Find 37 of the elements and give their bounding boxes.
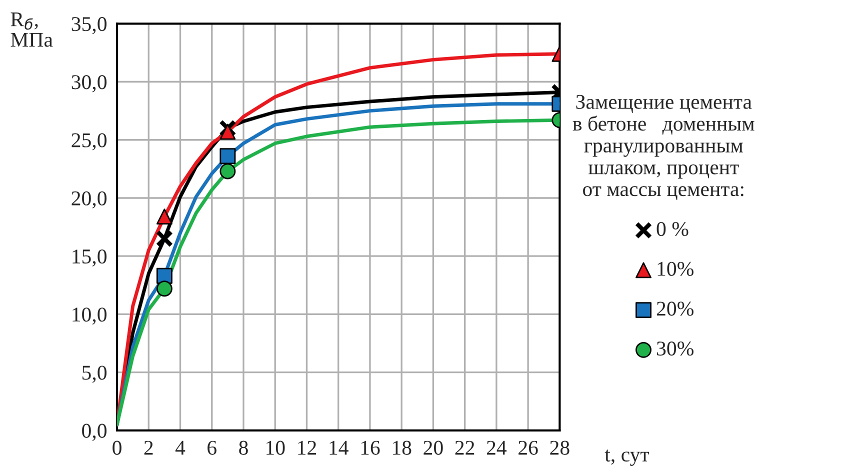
x-tick-label: 24 — [486, 440, 507, 455]
y-tick-label: 15,0 — [72, 249, 107, 267]
x-tick-label: 10 — [266, 440, 285, 455]
x-axis-title: t, сут — [604, 450, 650, 466]
x-tick-label: 28 — [550, 440, 570, 455]
x-tick-label: 14 — [330, 440, 348, 455]
x-tick-label: 6 — [208, 440, 216, 455]
x-tick-label: 8 — [239, 440, 248, 455]
legend-label: 30% — [657, 342, 694, 356]
x-tick-label: 12 — [298, 440, 316, 455]
y-tick-label: 0,0 — [82, 424, 107, 441]
legend-label: 0 % — [656, 222, 688, 236]
x-tick-label: 22 — [455, 440, 474, 455]
y-axis-title: R$_{б}$, МПа — [10, 12, 53, 47]
x-tick-label: 0 — [112, 440, 122, 455]
x-tick-label: 18 — [393, 440, 412, 455]
point — [219, 120, 236, 137]
x-tick-label: 2 — [144, 440, 153, 455]
y-tick-label: 25,0 — [72, 133, 107, 150]
x-tick-label: 4 — [175, 440, 186, 455]
legend-title: Замещение цемента в бетоне доменным гранулированным шлаком, процент от массы цемента: — [572, 94, 754, 200]
y-tick-label: 30,0 — [72, 75, 107, 92]
point — [220, 148, 236, 164]
x-tick-label: 16 — [361, 440, 380, 455]
x-tick-label: 20 — [424, 440, 443, 455]
point — [220, 124, 236, 140]
y-tick-label: 20,0 — [72, 191, 107, 208]
y-tick-label: 35,0 — [72, 17, 107, 34]
point — [220, 163, 236, 180]
y-tick-label: 5,0 — [82, 366, 107, 383]
legend-label: 10% — [658, 262, 694, 276]
point — [156, 280, 172, 297]
x-tick-label: 26 — [518, 440, 538, 455]
y-tick-label: 10,0 — [72, 308, 107, 325]
point — [156, 208, 172, 225]
point — [156, 230, 174, 248]
legend-label: 20% — [656, 302, 694, 316]
